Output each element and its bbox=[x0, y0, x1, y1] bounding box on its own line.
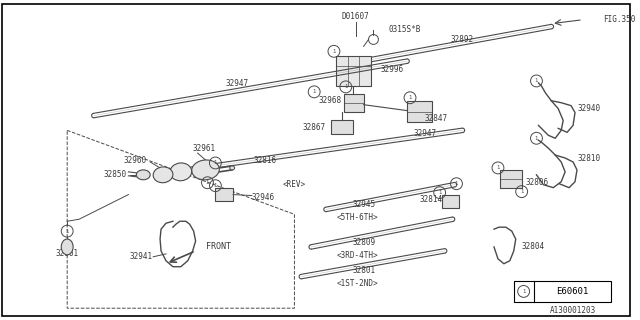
Text: 32816: 32816 bbox=[253, 156, 276, 164]
Text: 32941: 32941 bbox=[130, 252, 153, 261]
Ellipse shape bbox=[230, 166, 235, 170]
Text: 1: 1 bbox=[214, 183, 217, 188]
Text: 32946: 32946 bbox=[252, 193, 275, 202]
Text: 32804: 32804 bbox=[522, 243, 545, 252]
Text: <REV>: <REV> bbox=[283, 180, 306, 189]
Text: 32940: 32940 bbox=[578, 104, 601, 113]
Text: 1: 1 bbox=[408, 95, 412, 100]
Text: <3RD-4TH>: <3RD-4TH> bbox=[337, 251, 378, 260]
Text: 32814: 32814 bbox=[419, 195, 443, 204]
Bar bbox=[514, 281, 611, 302]
Bar bbox=[331, 120, 353, 134]
Text: FIG.350: FIG.350 bbox=[603, 15, 635, 24]
Text: 1: 1 bbox=[535, 136, 538, 141]
Text: 32945: 32945 bbox=[352, 200, 375, 209]
Text: 0315S*B: 0315S*B bbox=[388, 25, 420, 34]
Text: 1: 1 bbox=[522, 289, 525, 294]
Text: E60601: E60601 bbox=[556, 287, 588, 296]
Text: D01607: D01607 bbox=[342, 12, 369, 21]
Text: A130001203: A130001203 bbox=[550, 306, 596, 315]
Text: 32801: 32801 bbox=[352, 266, 375, 275]
Text: 32947: 32947 bbox=[413, 129, 436, 138]
Ellipse shape bbox=[136, 170, 150, 180]
Text: 1: 1 bbox=[312, 89, 316, 94]
Text: 32867: 32867 bbox=[303, 123, 326, 132]
Text: 1: 1 bbox=[332, 49, 336, 54]
Text: 32996: 32996 bbox=[380, 65, 403, 74]
Text: 1: 1 bbox=[520, 189, 524, 194]
Text: 32968: 32968 bbox=[319, 96, 342, 105]
Text: 32810: 32810 bbox=[578, 154, 601, 163]
Text: 32961: 32961 bbox=[193, 144, 216, 153]
Text: 1: 1 bbox=[454, 181, 458, 186]
Bar bbox=[407, 101, 432, 123]
Text: 32947: 32947 bbox=[225, 79, 249, 88]
Text: 1: 1 bbox=[344, 84, 348, 89]
Text: 32850: 32850 bbox=[103, 170, 127, 179]
Text: 1: 1 bbox=[65, 228, 69, 234]
Text: FRONT: FRONT bbox=[205, 243, 230, 252]
Bar bbox=[500, 170, 522, 188]
Text: 32961: 32961 bbox=[56, 249, 79, 258]
Text: <5TH-6TH>: <5TH-6TH> bbox=[337, 213, 378, 222]
Text: 1: 1 bbox=[438, 190, 442, 195]
Text: 1: 1 bbox=[205, 180, 209, 185]
Text: 32847: 32847 bbox=[425, 114, 448, 123]
Ellipse shape bbox=[153, 167, 173, 183]
Text: 1: 1 bbox=[535, 78, 538, 84]
Ellipse shape bbox=[192, 160, 220, 180]
Text: 32806: 32806 bbox=[525, 178, 548, 187]
Ellipse shape bbox=[170, 163, 191, 181]
Bar bbox=[344, 94, 364, 112]
Text: 32892: 32892 bbox=[451, 35, 474, 44]
Bar bbox=[442, 195, 460, 208]
Ellipse shape bbox=[61, 239, 73, 255]
Bar bbox=[336, 56, 371, 86]
Text: 32960: 32960 bbox=[123, 156, 146, 164]
Text: 1: 1 bbox=[496, 165, 500, 171]
Text: 32809: 32809 bbox=[352, 238, 375, 247]
Text: 1: 1 bbox=[214, 160, 217, 165]
Text: <1ST-2ND>: <1ST-2ND> bbox=[337, 279, 378, 288]
Bar bbox=[216, 188, 233, 202]
